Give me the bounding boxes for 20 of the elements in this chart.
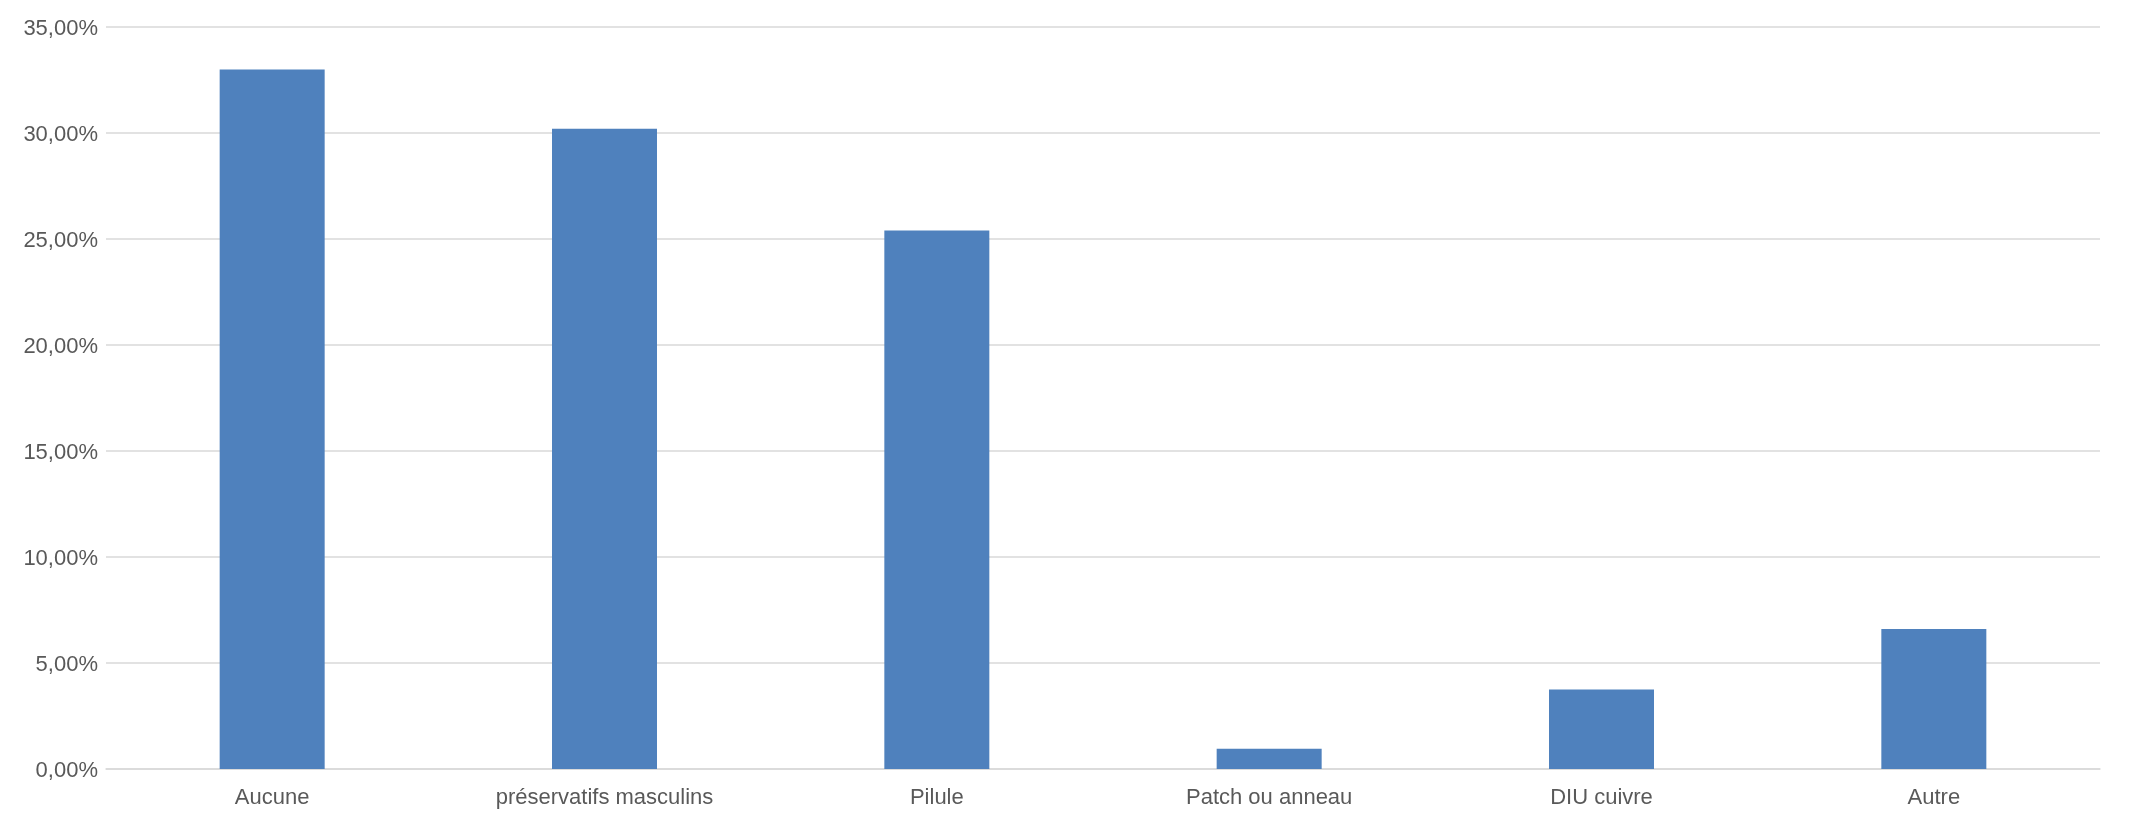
y-tick-label: 20,00%: [23, 332, 98, 358]
bar: [884, 230, 990, 769]
x-tick-label: DIU cuivre: [1550, 783, 1653, 809]
x-tick-label: Aucune: [234, 783, 310, 809]
x-tick-label: préservatifs masculins: [495, 783, 714, 809]
bar: [219, 69, 325, 769]
y-tick-label: 35,00%: [23, 14, 98, 40]
y-tick-label: 15,00%: [23, 438, 98, 464]
x-tick-label: Autre: [1907, 783, 1961, 809]
bar: [552, 128, 657, 769]
bar: [1216, 748, 1322, 769]
x-tick-label: Patch ou anneau: [1185, 783, 1353, 809]
bar: [1549, 689, 1654, 769]
y-tick-label: 30,00%: [23, 120, 98, 146]
y-tick-label: 5,00%: [35, 650, 98, 676]
y-tick-label: 0,00%: [35, 756, 98, 782]
y-tick-label: 10,00%: [23, 544, 98, 570]
x-tick-label: Pilule: [909, 783, 964, 809]
bar: [1881, 629, 1987, 769]
y-tick-label: 25,00%: [23, 226, 98, 252]
